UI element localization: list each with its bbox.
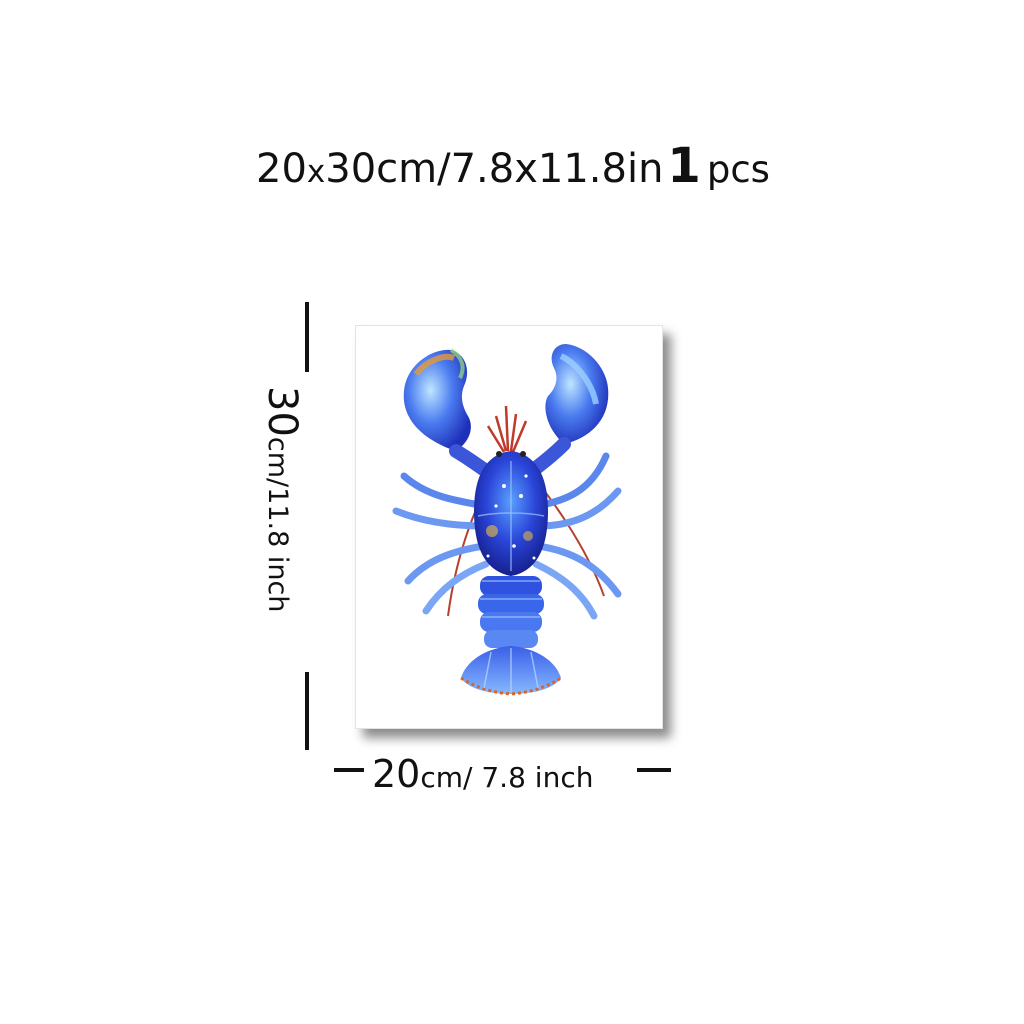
width-dimension-label: 20 cm/ 7.8 inch — [372, 752, 593, 796]
height-dimension-line-top — [305, 302, 309, 372]
product-size-title: 20 x 30cm/ 7.8x11.8in 1 pcs — [256, 138, 770, 198]
width-value: 20 — [372, 752, 421, 796]
canvas-print — [355, 325, 663, 729]
title-height-cm: 30cm/ — [325, 146, 451, 192]
lobster-illustration — [392, 344, 622, 696]
title-quantity-unit: pcs — [706, 148, 770, 191]
height-dimension-label: 30 cm/11.8 inch — [259, 386, 305, 612]
title-times: x — [306, 154, 326, 190]
title-size-inch: 7.8x11.8in — [450, 146, 664, 192]
width-dimension-line-right — [637, 768, 671, 772]
height-dimension-line-bottom — [305, 672, 309, 750]
width-unit: cm/ 7.8 inch — [420, 761, 594, 794]
title-quantity: 1 — [667, 138, 701, 194]
height-value: 30 — [259, 386, 305, 437]
title-width: 20 — [256, 146, 307, 192]
width-dimension-line-left — [334, 768, 364, 772]
height-unit: cm/11.8 inch — [262, 436, 293, 613]
